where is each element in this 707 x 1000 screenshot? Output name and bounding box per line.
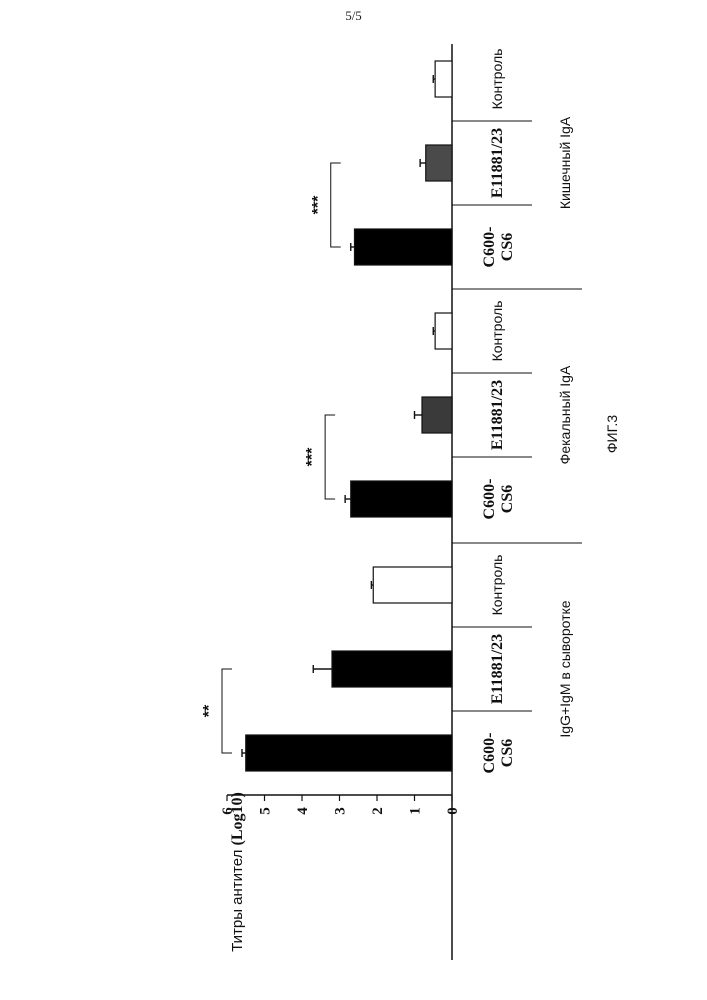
category-label-line: CS6 [499,485,516,513]
category-label: E11881/23 [489,128,506,198]
category-label-line: Контроль [489,301,505,362]
category-label-line: E11881/23 [489,380,506,450]
bar [355,229,453,265]
bar [426,145,452,181]
category-label: Контроль [489,555,505,616]
value-tick-label: 0 [445,807,461,815]
category-label: E11881/23 [489,634,506,704]
significance-label: *** [310,195,327,214]
y-axis-unit: (Log10) [229,792,246,845]
value-tick-label: 4 [295,807,311,815]
category-label: C600-CS6 [481,479,516,520]
category-label-line: C600- [481,479,498,520]
value-tick-label: 5 [258,807,274,815]
bar [351,481,452,517]
value-tick-label: 1 [408,807,424,815]
bar [373,567,452,603]
group-label: IgG+IgM в сыворотке [557,600,573,737]
y-axis-label: Титры антител (Log10) [229,792,246,952]
bar [435,313,452,349]
bar [332,651,452,687]
bar [435,61,452,97]
category-label-line: Контроль [489,49,505,110]
significance-bracket [325,415,335,499]
category-label-line: C600- [481,733,498,774]
category-label: E11881/23 [489,380,506,450]
category-label: C600-CS6 [481,227,516,268]
category-label-line: CS6 [499,739,516,767]
category-label: C600-CS6 [481,733,516,774]
category-label: Контроль [489,49,505,110]
group-label: Фекальный IgA [557,365,573,464]
value-tick-label: 2 [370,807,386,815]
bar [246,735,452,771]
significance-label: *** [304,447,321,466]
bar [422,397,452,433]
category-label-line: E11881/23 [489,634,506,704]
significance-bracket [331,163,341,247]
group-label: Кишечный IgA [557,116,573,209]
value-tick-label: 3 [333,807,349,815]
category-label: Контроль [489,301,505,362]
significance-bracket [222,669,232,753]
significance-label: ** [201,704,218,717]
category-label-line: CS6 [499,233,516,261]
category-label-line: C600- [481,227,498,268]
category-label-line: Контроль [489,555,505,616]
category-label-line: E11881/23 [489,128,506,198]
